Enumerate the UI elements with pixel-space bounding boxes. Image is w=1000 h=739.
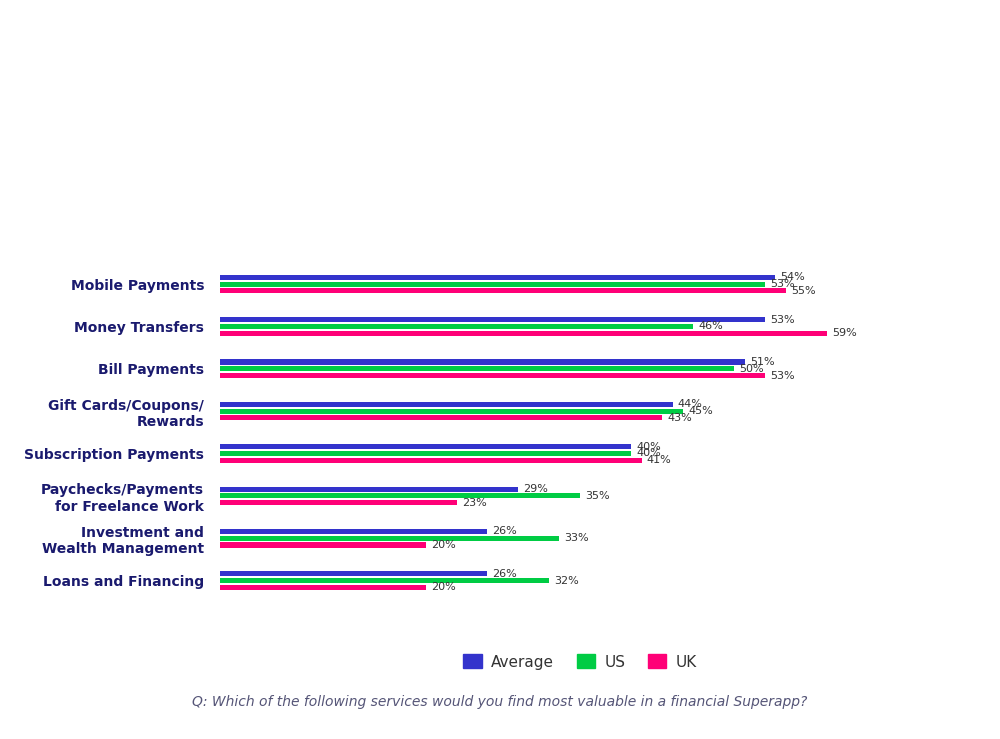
Bar [220, 578, 549, 583]
Text: 50%: 50% [739, 364, 764, 374]
Text: 20%: 20% [431, 582, 456, 593]
Text: 32%: 32% [554, 576, 579, 585]
Text: 44%: 44% [678, 399, 703, 409]
Text: 20%: 20% [431, 540, 456, 550]
Text: 54%: 54% [781, 272, 805, 282]
Bar [220, 571, 487, 576]
Bar [220, 536, 559, 541]
Text: 40%: 40% [637, 449, 661, 458]
Bar [220, 451, 631, 456]
Bar [220, 288, 786, 293]
Text: 26%: 26% [493, 569, 517, 579]
Bar [220, 415, 662, 420]
Bar [220, 367, 734, 371]
Bar [220, 542, 426, 548]
Bar [220, 585, 426, 590]
Text: 43%: 43% [667, 413, 692, 423]
Text: 40%: 40% [637, 442, 661, 452]
Bar [220, 317, 765, 322]
Text: 53%: 53% [770, 279, 795, 289]
Text: 41%: 41% [647, 455, 672, 466]
Bar [220, 282, 765, 287]
Bar [220, 409, 683, 414]
Text: 53%: 53% [770, 370, 795, 381]
Text: 51%: 51% [750, 357, 774, 367]
Bar [220, 402, 673, 407]
Text: 35%: 35% [585, 491, 610, 501]
Text: 33%: 33% [565, 534, 589, 543]
Legend: Average, US, UK: Average, US, UK [457, 648, 703, 675]
Bar [220, 275, 775, 280]
Text: 23%: 23% [462, 497, 486, 508]
Text: 53%: 53% [770, 315, 795, 324]
Text: 45%: 45% [688, 406, 713, 416]
Text: 46%: 46% [698, 321, 723, 331]
Bar [220, 359, 745, 364]
Bar [220, 500, 457, 505]
Text: 29%: 29% [523, 484, 548, 494]
Bar [220, 486, 518, 491]
Text: 59%: 59% [832, 328, 857, 338]
Text: 26%: 26% [493, 526, 517, 537]
Bar [220, 330, 827, 336]
Bar [220, 529, 487, 534]
Bar [220, 444, 631, 449]
Text: Q: Which of the following services would you find most valuable in a financial S: Q: Which of the following services would… [192, 695, 808, 709]
Bar [220, 494, 580, 498]
Bar [220, 457, 642, 463]
Bar [220, 373, 765, 378]
Text: 55%: 55% [791, 286, 815, 296]
Bar [220, 324, 693, 329]
